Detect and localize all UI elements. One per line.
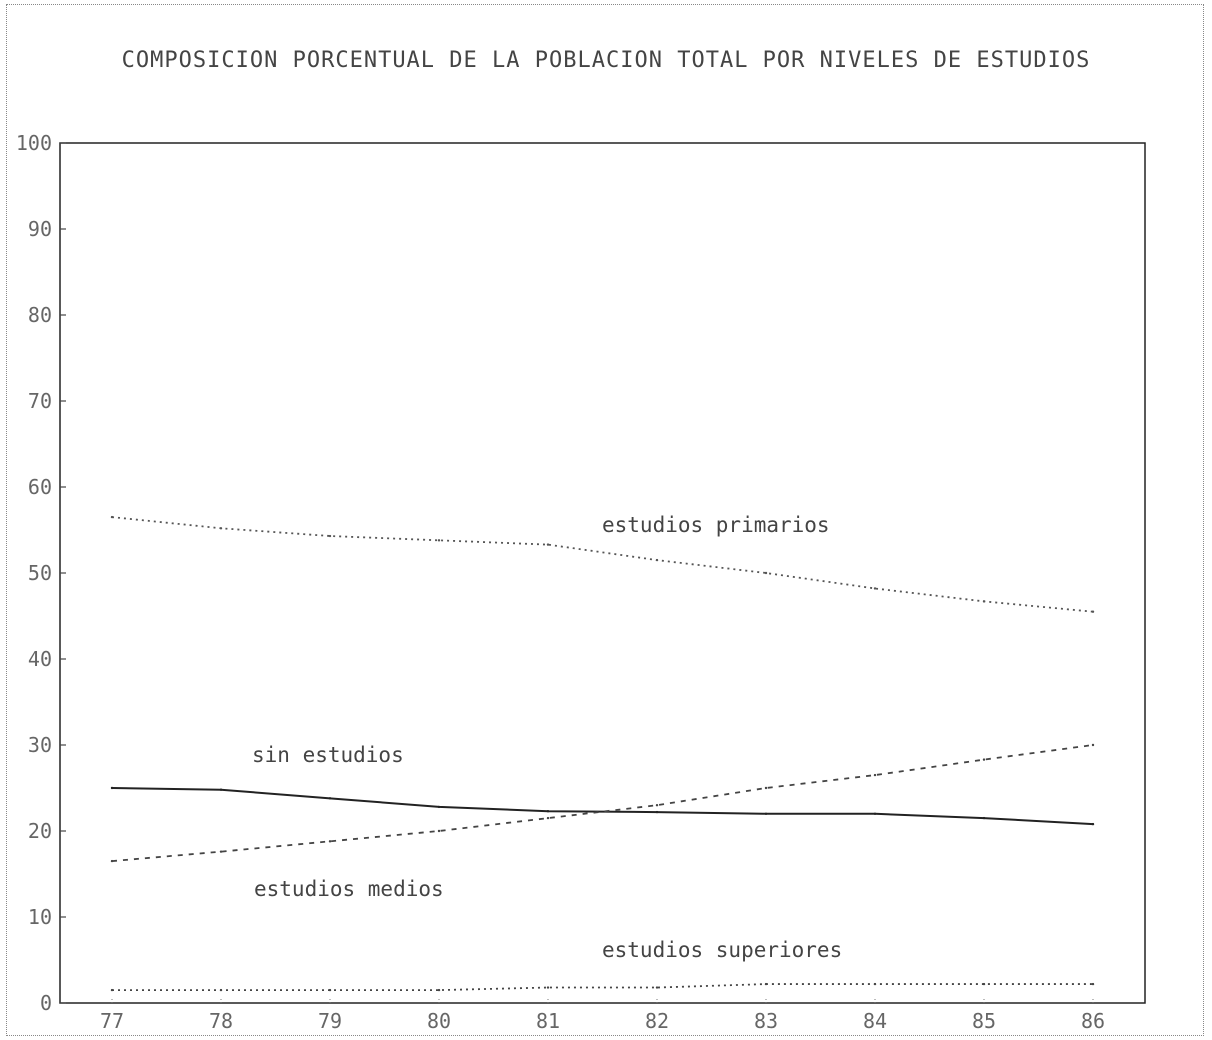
- data-point: [219, 527, 223, 530]
- data-point: [873, 982, 877, 986]
- data-point: [982, 982, 986, 986]
- data-point: [546, 543, 550, 546]
- series-label: estudios medios: [254, 877, 444, 901]
- x-tick-label: 80: [427, 1009, 451, 1033]
- y-tick-label: 90: [28, 217, 52, 241]
- data-point: [110, 988, 114, 992]
- series-label: sin estudios: [252, 743, 404, 767]
- data-point: [873, 773, 877, 777]
- y-tick-label: 60: [28, 475, 52, 499]
- data-point: [764, 812, 768, 815]
- data-point: [437, 829, 441, 833]
- y-tick-label: 20: [28, 819, 52, 843]
- data-point: [655, 558, 659, 562]
- data-point: [982, 758, 986, 761]
- data-point: [328, 534, 332, 538]
- data-point: [873, 812, 877, 815]
- data-point: [764, 786, 768, 790]
- data-point: [219, 788, 223, 791]
- data-point: [110, 515, 114, 519]
- plot-area: [59, 142, 1146, 1004]
- y-tick-label: 70: [28, 389, 52, 413]
- y-tick-label: 30: [28, 733, 52, 757]
- data-point: [873, 587, 877, 590]
- data-point: [437, 805, 441, 809]
- x-tick-label: 78: [209, 1009, 233, 1033]
- series-line: [111, 516, 1094, 613]
- series-layer: [110, 515, 1095, 992]
- y-tick-label: 0: [40, 991, 52, 1015]
- data-point: [546, 810, 550, 813]
- x-tick-label: 77: [100, 1009, 124, 1033]
- data-point: [1091, 982, 1095, 986]
- x-tick-label: 79: [318, 1009, 342, 1033]
- data-point: [546, 816, 550, 820]
- data-point: [1091, 610, 1095, 613]
- data-point: [982, 600, 986, 603]
- chart-title: COMPOSICION PORCENTUAL DE LA POBLACION T…: [121, 48, 1091, 73]
- data-point: [219, 850, 223, 853]
- data-point: [655, 804, 659, 807]
- data-point: [764, 571, 768, 575]
- x-tick-label: 84: [863, 1009, 887, 1033]
- x-axis: 77 78 79 80 81 82 83 84 85 86: [100, 997, 1105, 1033]
- x-tick-label: 85: [972, 1009, 996, 1033]
- data-point: [1091, 743, 1095, 747]
- data-point: [437, 988, 441, 992]
- y-tick-label: 80: [28, 303, 52, 327]
- data-point: [1091, 822, 1095, 826]
- series-line: [111, 787, 1094, 826]
- y-tick-label: 50: [28, 561, 52, 585]
- data-point: [110, 786, 114, 790]
- data-point: [328, 840, 332, 843]
- y-tick-label: 10: [28, 905, 52, 929]
- series-label: estudios superiores: [602, 938, 842, 962]
- x-tick-label: 82: [645, 1009, 669, 1033]
- data-point: [328, 988, 332, 992]
- y-axis: 0 10 20 30 40 50 60 70 80 90 100: [16, 131, 66, 1015]
- series-label-layer: estudios primarios sin estudios estudios m…: [252, 513, 842, 962]
- data-point: [328, 797, 332, 800]
- series-line: [112, 983, 1093, 991]
- data-point: [982, 816, 986, 820]
- x-tick-label: 86: [1081, 1009, 1105, 1033]
- data-point: [110, 859, 114, 863]
- data-point: [764, 982, 768, 986]
- data-point: [437, 539, 441, 542]
- chart-frame: [6, 4, 1204, 1036]
- series-label: estudios primarios: [602, 513, 830, 537]
- y-tick-label: 100: [16, 131, 52, 155]
- x-tick-label: 81: [536, 1009, 560, 1033]
- data-point: [655, 810, 659, 814]
- y-tick-label: 40: [28, 647, 52, 671]
- x-tick-label: 83: [754, 1009, 778, 1033]
- data-point: [655, 986, 659, 989]
- data-point: [219, 988, 223, 992]
- data-point: [546, 986, 550, 989]
